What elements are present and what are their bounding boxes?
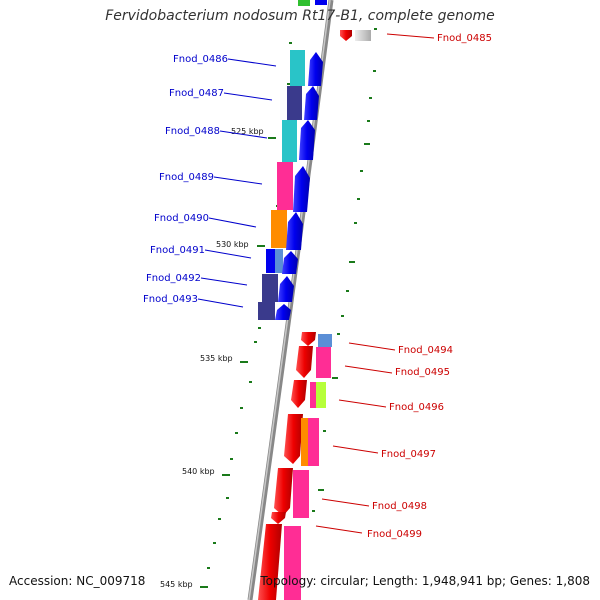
gene-label-fnod-0494[interactable]: Fnod_0494 — [398, 345, 453, 356]
top-partial-blue — [315, 0, 327, 5]
forward-cog-band — [258, 50, 305, 320]
reverse-leader-lines — [315, 33, 435, 534]
kbp-tick-marks — [200, 137, 276, 588]
gene-label-fnod-0497[interactable]: Fnod_0497 — [381, 449, 436, 460]
kbp-label-530: 530 kbp — [216, 240, 249, 249]
gene-label-fnod-0495[interactable]: Fnod_0495 — [395, 367, 450, 378]
gene-label-fnod-0485[interactable]: Fnod_0485 — [437, 33, 492, 44]
gene-label-fnod-0489[interactable]: Fnod_0489 — [159, 172, 214, 183]
gene-label-fnod-0499[interactable]: Fnod_0499 — [367, 529, 422, 540]
genome-title: Fervidobacterium nodosum Rt17-B1, comple… — [105, 8, 495, 24]
gene-label-fnod-0488[interactable]: Fnod_0488 — [165, 126, 220, 137]
gene-fnod-0485[interactable] — [340, 30, 371, 41]
gene-label-fnod-0487[interactable]: Fnod_0487 — [169, 88, 224, 99]
accession-text: Accession: NC_009718 — [9, 574, 146, 588]
gene-label-fnod-0496[interactable]: Fnod_0496 — [389, 402, 444, 413]
top-partial-green — [298, 0, 310, 6]
forward-leader-lines — [197, 58, 277, 308]
kbp-label-545: 545 kbp — [160, 580, 193, 589]
kbp-label-525: 525 kbp — [231, 127, 264, 136]
gene-label-fnod-0492[interactable]: Fnod_0492 — [146, 273, 201, 284]
reverse-gene-arrows — [258, 332, 316, 600]
forward-gene-arrows — [275, 52, 323, 320]
kbp-label-535: 535 kbp — [200, 354, 233, 363]
gene-label-fnod-0498[interactable]: Fnod_0498 — [372, 501, 427, 512]
gene-label-fnod-0493[interactable]: Fnod_0493 — [143, 294, 198, 305]
gene-label-fnod-0490[interactable]: Fnod_0490 — [154, 213, 209, 224]
topology-text: Topology: circular; Length: 1,948,941 bp… — [260, 574, 590, 588]
gene-label-fnod-0486[interactable]: Fnod_0486 — [173, 54, 228, 65]
reverse-cog-band — [284, 334, 332, 600]
gene-label-fnod-0491[interactable]: Fnod_0491 — [150, 245, 205, 256]
kbp-label-540: 540 kbp — [182, 467, 215, 476]
outer-tick-dots — [312, 28, 377, 512]
